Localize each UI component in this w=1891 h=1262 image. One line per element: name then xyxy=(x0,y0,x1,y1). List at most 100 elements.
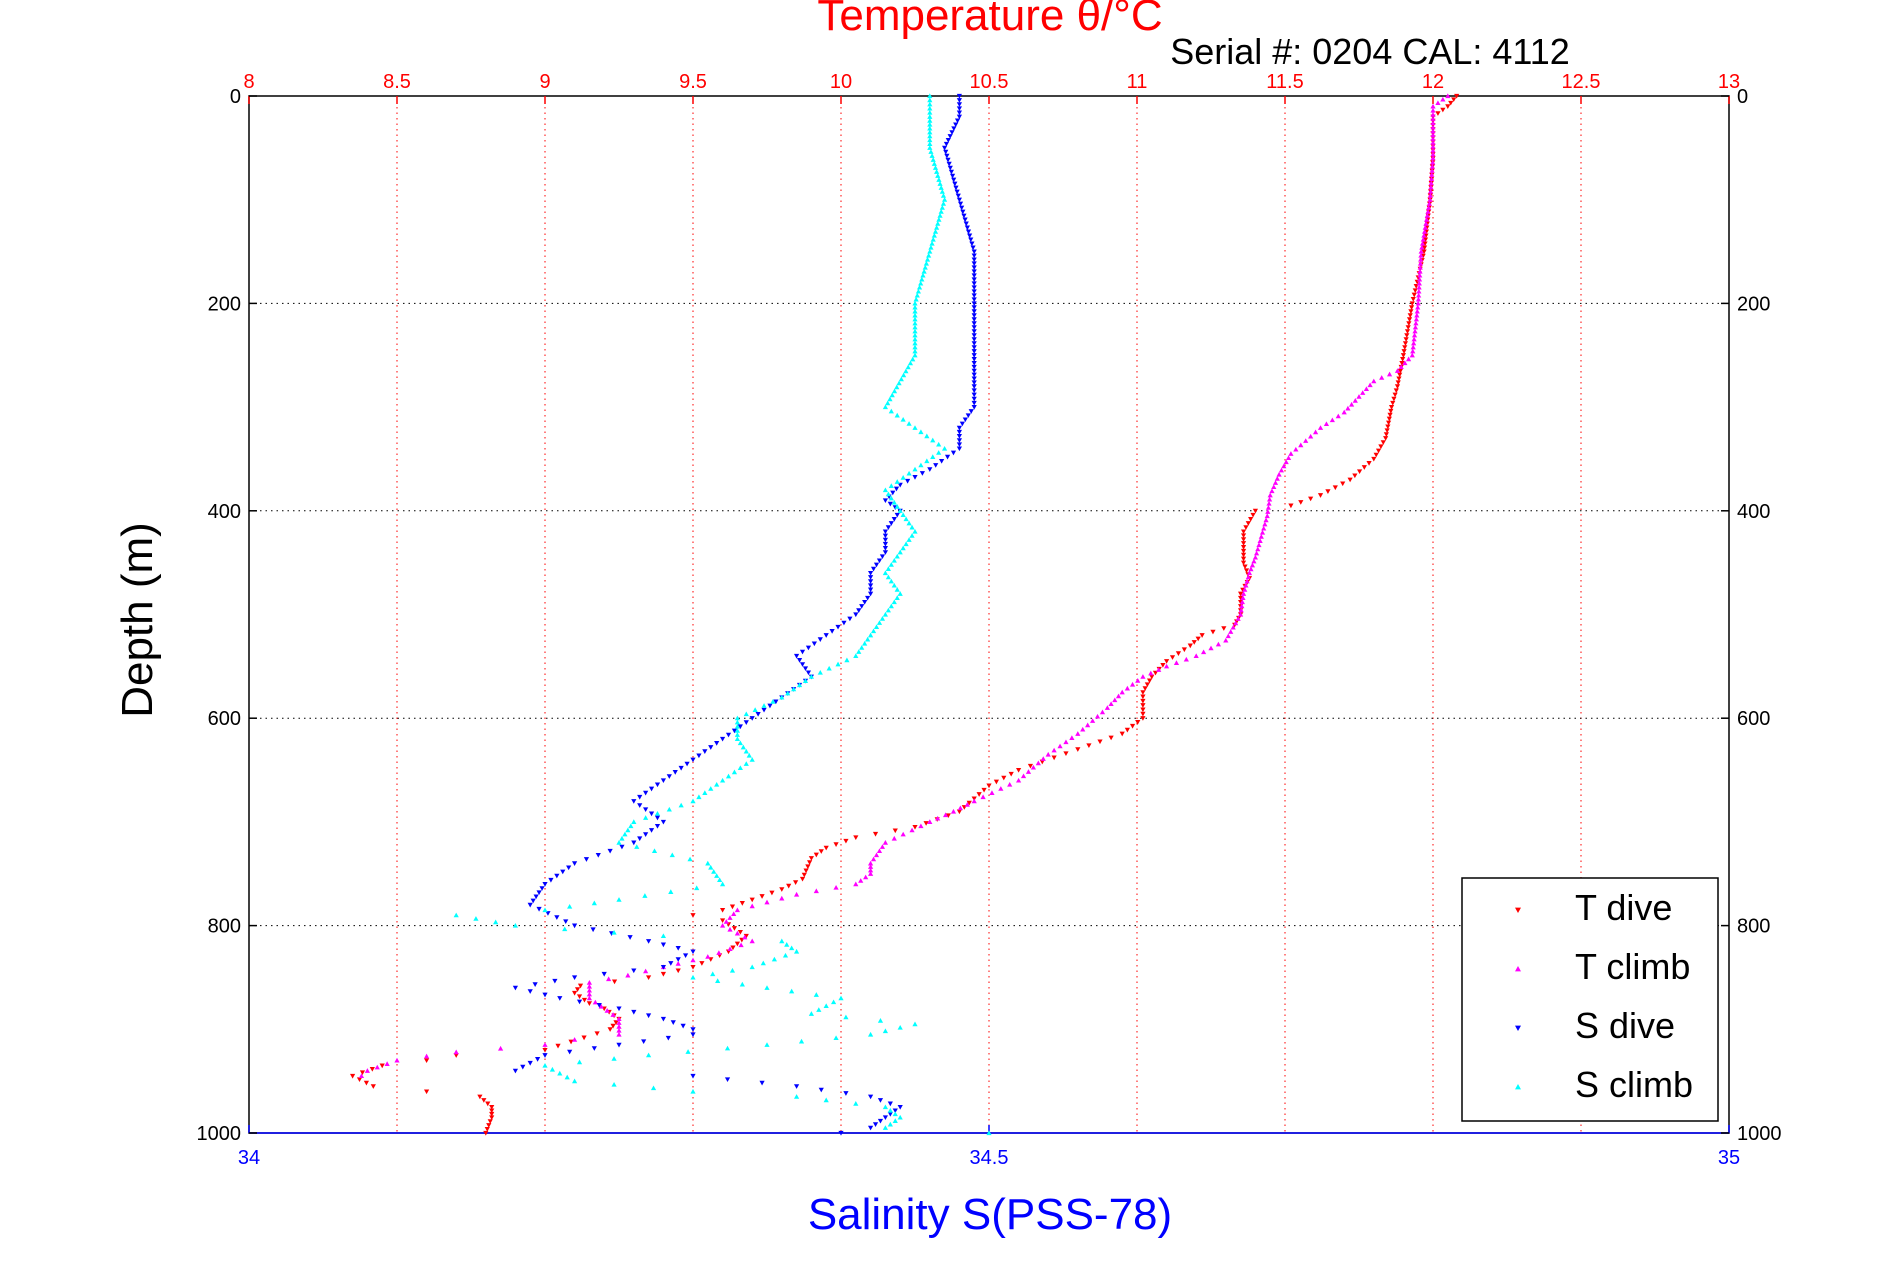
data-point xyxy=(906,520,912,526)
data-point xyxy=(831,999,837,1005)
data-point xyxy=(1223,637,1229,643)
data-point xyxy=(1352,473,1358,479)
data-point xyxy=(646,939,652,944)
data-point xyxy=(922,264,928,270)
data-point xyxy=(586,1001,592,1006)
data-point xyxy=(971,265,977,271)
data-point xyxy=(916,284,923,290)
data-point xyxy=(927,93,933,99)
data-point xyxy=(749,897,755,903)
data-point xyxy=(1016,777,1022,783)
data-point xyxy=(1429,168,1435,173)
data-point xyxy=(932,229,939,234)
data-point xyxy=(725,732,732,738)
data-point xyxy=(971,396,977,402)
temperature-tick-label: 11 xyxy=(1127,71,1148,93)
data-point xyxy=(424,1058,430,1064)
data-point xyxy=(1129,723,1136,729)
data-point xyxy=(364,1068,370,1073)
data-point xyxy=(912,312,918,318)
data-point xyxy=(877,1118,884,1124)
data-point xyxy=(727,926,733,932)
data-point xyxy=(897,508,903,513)
data-point xyxy=(912,316,918,322)
data-point xyxy=(1030,764,1036,770)
data-point xyxy=(1146,678,1153,684)
data-point xyxy=(723,919,729,924)
data-point xyxy=(919,276,925,282)
data-point xyxy=(813,888,819,894)
data-point xyxy=(1075,747,1081,752)
data-point xyxy=(794,653,800,659)
data-point xyxy=(668,889,674,894)
data-point xyxy=(1097,739,1103,745)
data-point xyxy=(374,1064,380,1070)
data-point xyxy=(1303,438,1309,443)
data-point xyxy=(956,197,962,203)
data-point xyxy=(1285,455,1292,460)
data-point xyxy=(720,923,726,928)
data-point xyxy=(616,1024,622,1029)
data-point xyxy=(784,942,790,947)
data-point xyxy=(868,860,874,866)
data-point xyxy=(453,1053,459,1058)
data-point xyxy=(1409,301,1415,306)
data-point xyxy=(714,781,720,787)
data-point xyxy=(1069,735,1075,740)
data-point xyxy=(715,978,721,983)
data-point xyxy=(1445,93,1451,99)
data-point xyxy=(897,1114,903,1120)
data-point xyxy=(817,669,823,675)
data-point xyxy=(1417,264,1423,270)
data-point xyxy=(690,1027,696,1032)
data-point xyxy=(1430,124,1436,130)
data-point xyxy=(876,558,883,564)
data-point xyxy=(956,110,962,116)
data-point xyxy=(1335,413,1341,419)
data-point xyxy=(637,803,643,808)
data-point xyxy=(853,835,859,841)
data-point xyxy=(1255,546,1261,552)
data-point xyxy=(959,205,965,211)
data-point xyxy=(885,491,891,497)
data-point xyxy=(1384,428,1390,434)
data-point xyxy=(971,353,977,358)
data-point xyxy=(829,629,835,634)
data-point xyxy=(971,305,977,310)
data-point xyxy=(989,790,995,795)
data-point xyxy=(737,765,743,771)
depth-tick-label-right: 1000 xyxy=(1737,1123,1782,1145)
data-point xyxy=(940,201,947,206)
data-point xyxy=(1422,225,1428,230)
data-point xyxy=(882,404,888,410)
data-point xyxy=(799,876,806,882)
data-point xyxy=(924,256,931,262)
data-point xyxy=(654,823,661,829)
data-point xyxy=(971,281,977,287)
data-point xyxy=(879,616,886,621)
data-point xyxy=(905,364,911,370)
data-point xyxy=(882,550,888,555)
data-point xyxy=(838,1130,844,1136)
data-point xyxy=(813,852,819,858)
data-point xyxy=(1380,440,1386,445)
data-point xyxy=(903,516,909,522)
data-point xyxy=(764,985,770,990)
data-point xyxy=(918,429,924,435)
data-point xyxy=(1240,529,1247,535)
data-point xyxy=(619,844,625,850)
data-point xyxy=(971,357,977,362)
data-point xyxy=(1245,574,1251,580)
data-point xyxy=(685,1049,691,1054)
data-point xyxy=(971,325,977,330)
data-point xyxy=(1440,107,1446,113)
data-point xyxy=(1243,525,1249,530)
data-point xyxy=(424,1089,430,1095)
data-point xyxy=(755,711,761,717)
data-point xyxy=(951,177,957,183)
data-point xyxy=(1265,509,1271,514)
data-point xyxy=(1430,147,1436,153)
data-point xyxy=(956,106,962,112)
data-point xyxy=(520,1064,526,1070)
data-point xyxy=(823,1097,829,1103)
